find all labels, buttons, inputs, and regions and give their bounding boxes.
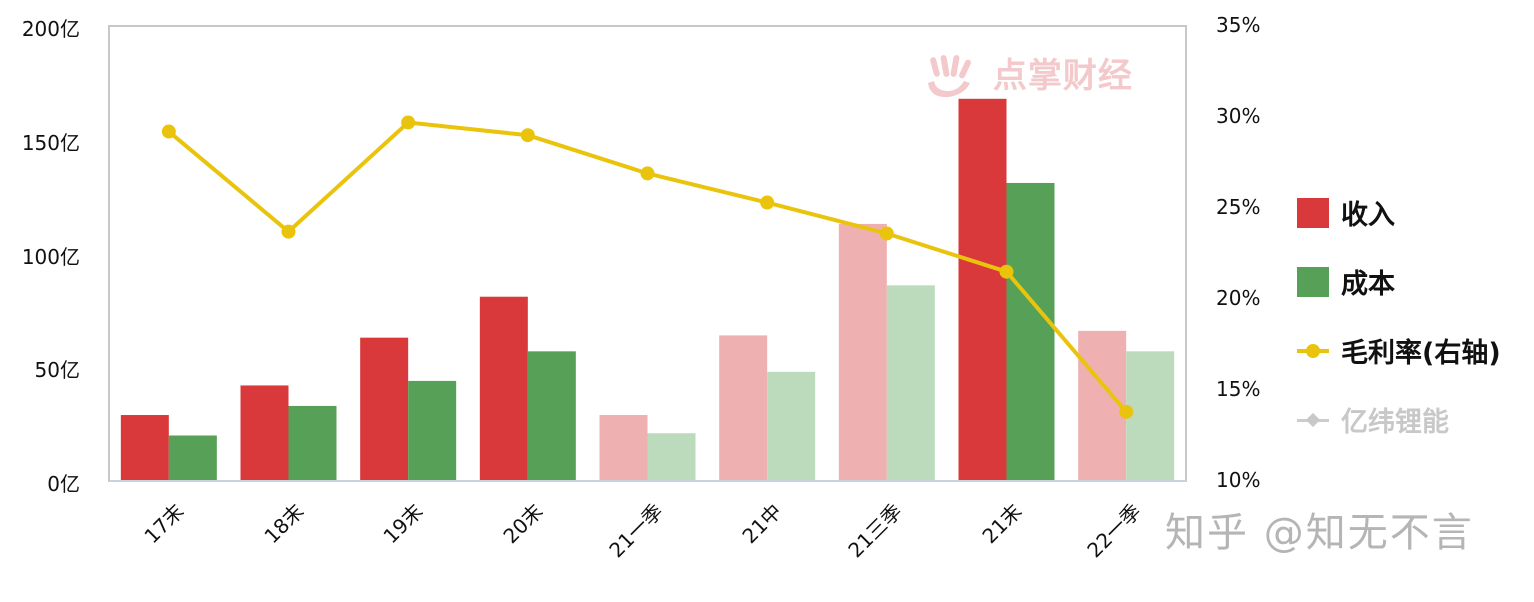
left-axis-tick: 150亿 <box>21 130 80 155</box>
gross-margin-point <box>760 195 775 210</box>
gross-margin-point <box>879 226 894 241</box>
hand-logo-icon <box>928 54 971 97</box>
left-axis-tick: 100亿 <box>21 244 80 269</box>
cost-bar <box>1006 182 1055 481</box>
left-axis-tick: 0亿 <box>47 472 80 496</box>
cost-bar <box>408 380 457 481</box>
legend-label: 亿纬锂能 <box>1341 407 1449 438</box>
legend-item-cost[interactable]: 成本 <box>1297 247 1501 316</box>
legend-label: 收入 <box>1341 200 1395 231</box>
cost-bar <box>1126 351 1175 481</box>
chart-canvas <box>108 25 1187 482</box>
watermark-top-text: 点掌财经 <box>992 56 1133 96</box>
revenue-bar <box>479 296 528 481</box>
watermark-zhihu: 知乎 @知无不言 <box>1165 510 1474 556</box>
cost-bar <box>886 285 935 481</box>
gross-margin-point <box>161 124 176 139</box>
gross-margin-point <box>401 115 416 130</box>
revenue-swatch-icon <box>1297 197 1329 228</box>
line-diamond-marker-icon <box>1297 405 1329 435</box>
legend: 收入 成本 毛利率(右轴) 亿纬锂能 <box>1297 178 1501 454</box>
legend-item-company[interactable]: 亿纬锂能 <box>1297 385 1501 454</box>
right-axis-tick: 25% <box>1216 195 1261 219</box>
legend-item-gross-margin[interactable]: 毛利率(右轴) <box>1297 316 1501 385</box>
left-axis-tick: 200亿 <box>21 17 80 41</box>
revenue-bar <box>599 415 648 481</box>
line-dot-marker-icon <box>1297 336 1329 366</box>
right-axis-tick: 10% <box>1216 468 1261 492</box>
gross-margin-point <box>520 128 535 143</box>
cost-bar <box>647 433 696 481</box>
gross-margin-point <box>999 264 1014 279</box>
gross-margin-point <box>1119 404 1134 419</box>
revenue-bar <box>958 98 1007 482</box>
revenue-bar <box>240 385 289 481</box>
gross-margin-line <box>161 115 1134 419</box>
revenue-bar <box>1078 330 1127 481</box>
right-axis-tick: 30% <box>1216 104 1261 128</box>
legend-item-revenue[interactable]: 收入 <box>1297 178 1501 247</box>
cost-bar <box>767 371 816 481</box>
revenue-bar <box>360 337 409 481</box>
bar-series <box>120 98 1175 482</box>
cost-bar <box>527 351 576 481</box>
legend-label: 成本 <box>1341 269 1395 300</box>
right-axis-tick: 35% <box>1216 13 1261 37</box>
revenue-bar <box>719 335 768 481</box>
left-axis-tick: 50亿 <box>34 358 80 383</box>
right-axis-tick: 15% <box>1216 377 1261 401</box>
cost-bar <box>168 435 217 481</box>
cost-bar <box>288 405 337 481</box>
gross-margin-point <box>281 224 296 239</box>
revenue-bar <box>120 415 169 481</box>
right-axis-tick: 20% <box>1216 286 1261 310</box>
watermark-logo: 点掌财经 <box>920 48 1133 103</box>
revenue-bar <box>838 223 887 482</box>
cost-swatch-icon <box>1297 266 1329 297</box>
legend-label: 毛利率(右轴) <box>1341 338 1501 369</box>
gross-margin-point <box>640 166 655 181</box>
